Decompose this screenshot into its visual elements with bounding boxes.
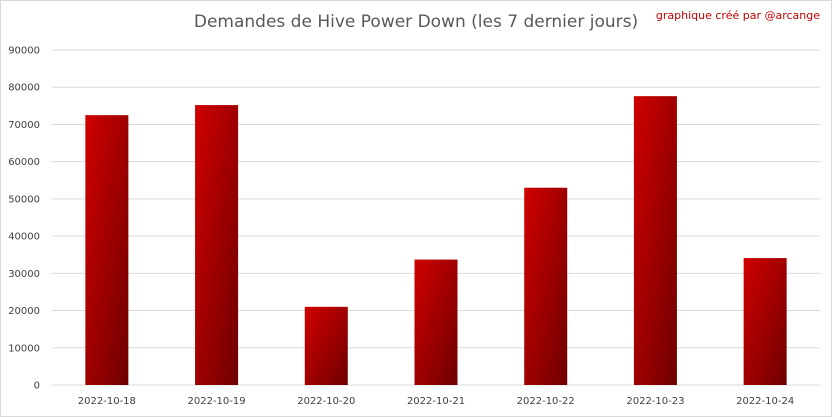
y-tick-label: 20000 <box>8 306 40 317</box>
bar-2022-10-18 <box>85 115 129 385</box>
x-axis-ticks: 2022-10-18 2022-10-19 2022-10-20 2022-10-21… <box>78 396 794 407</box>
x-tick-label: 2022-10-19 <box>188 396 246 407</box>
bar-2022-10-19 <box>195 105 239 385</box>
chart-credit: graphique créé par @arcange <box>655 9 820 22</box>
chart-title: Demandes de Hive Power Down (les 7 derni… <box>193 12 639 32</box>
y-tick-label: 90000 <box>8 46 40 57</box>
bar-2022-10-23 <box>633 96 677 386</box>
y-tick-label: 50000 <box>8 194 40 205</box>
y-tick-label: 40000 <box>8 232 40 243</box>
y-tick-label: 10000 <box>8 343 40 354</box>
x-tick-label: 2022-10-23 <box>626 396 684 407</box>
bar-2022-10-22 <box>524 187 568 385</box>
bars <box>85 96 787 386</box>
y-tick-label: 30000 <box>8 269 40 280</box>
bar-2022-10-21 <box>414 259 458 385</box>
x-tick-label: 2022-10-20 <box>297 396 355 407</box>
x-tick-label: 2022-10-21 <box>407 396 465 407</box>
x-tick-label: 2022-10-22 <box>517 396 575 407</box>
y-tick-label: 60000 <box>8 157 40 168</box>
bar-2022-10-24 <box>743 258 787 385</box>
y-tick-label: 80000 <box>8 83 40 94</box>
bar-2022-10-20 <box>304 306 348 385</box>
y-tick-label: 0 <box>34 381 40 392</box>
x-tick-label: 2022-10-24 <box>736 396 794 407</box>
y-axis-ticks: 0 10000 20000 30000 40000 50000 60000 70000 8000… <box>8 46 40 392</box>
y-tick-label: 70000 <box>8 120 40 131</box>
x-tick-label: 2022-10-18 <box>78 396 136 407</box>
